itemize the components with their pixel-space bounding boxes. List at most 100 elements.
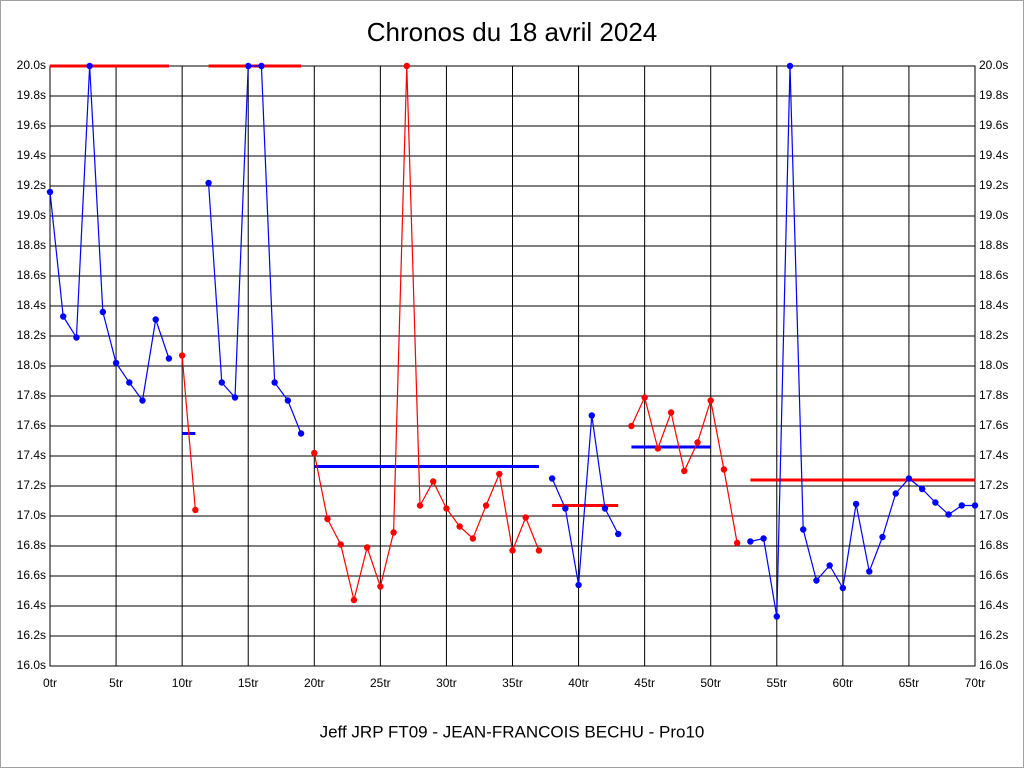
x-tick-label: 10tr	[172, 676, 193, 690]
data-point	[416, 502, 424, 509]
y-tick-label: 16.2s	[17, 628, 46, 642]
y-tick-label: 20.0s	[17, 58, 46, 72]
data-point	[231, 394, 239, 401]
data-point	[403, 62, 410, 70]
y2-tick-label: 20.0s	[979, 58, 1008, 72]
data-point	[99, 308, 107, 316]
y-tick-label: 18.2s	[17, 328, 46, 342]
data-point	[879, 533, 886, 541]
x-tick-label: 50tr	[700, 676, 721, 690]
data-point	[667, 409, 675, 416]
data-point	[522, 514, 529, 521]
data-point	[205, 179, 212, 187]
data-point	[73, 334, 80, 341]
y2-tick-label: 17.8s	[979, 388, 1008, 402]
data-point	[86, 62, 93, 70]
y2-tick-label: 19.4s	[979, 148, 1008, 162]
data-point	[139, 397, 146, 404]
data-point	[535, 547, 543, 554]
y2-tick-label: 19.8s	[979, 88, 1008, 102]
data-point	[390, 529, 397, 536]
data-point	[509, 547, 516, 554]
x-tick-label: 0tr	[43, 676, 57, 690]
data-point	[60, 313, 67, 320]
y-tick-label: 17.8s	[17, 388, 46, 402]
data-point	[377, 583, 384, 590]
data-point	[641, 394, 648, 401]
chart-title: Chronos du 18 avril 2024	[367, 17, 658, 47]
y-tick-label: 16.6s	[17, 568, 46, 582]
x-tick-label: 60tr	[833, 676, 854, 690]
data-point	[945, 511, 952, 518]
data-point	[958, 502, 965, 509]
x-tick-label: 25tr	[370, 676, 391, 690]
data-point	[971, 502, 979, 509]
x-tick-label: 55tr	[766, 676, 787, 690]
data-point	[562, 505, 569, 512]
data-point	[866, 568, 873, 575]
data-point	[786, 62, 794, 70]
x-tick-label: 40tr	[568, 676, 589, 690]
y-tick-label: 19.8s	[17, 88, 46, 102]
series-line	[181, 355, 196, 511]
data-point	[839, 584, 847, 592]
data-point	[178, 352, 186, 359]
y-tick-label: 16.0s	[17, 658, 46, 672]
data-point	[720, 466, 728, 473]
data-point	[337, 541, 344, 548]
data-point	[747, 538, 754, 545]
data-point	[430, 478, 437, 485]
series-line	[313, 65, 540, 601]
data-point	[152, 316, 159, 323]
data-point	[654, 445, 662, 452]
y-tick-label: 18.4s	[17, 298, 46, 312]
series-line	[49, 65, 170, 403]
y-tick-label: 17.4s	[17, 448, 46, 462]
y-tick-label: 19.2s	[17, 178, 46, 192]
data-point	[575, 581, 582, 589]
y-tick-label: 17.0s	[17, 508, 46, 522]
y2-tick-label: 16.6s	[979, 568, 1008, 582]
y-tick-label: 19.6s	[17, 118, 46, 132]
y2-tick-label: 17.0s	[979, 508, 1008, 522]
x-tick-label: 20tr	[304, 676, 325, 690]
y-tick-label: 16.4s	[17, 598, 46, 612]
data-point	[165, 355, 173, 362]
x-tick-label: 45tr	[634, 676, 655, 690]
y-tick-label: 16.8s	[17, 538, 46, 552]
y-tick-label: 17.2s	[17, 478, 46, 492]
y2-tick-label: 19.0s	[979, 208, 1008, 222]
series-line	[207, 65, 302, 434]
y2-tick-label: 17.6s	[979, 418, 1008, 432]
x-tick-label: 65tr	[899, 676, 920, 690]
data-point	[192, 506, 199, 514]
data-point	[773, 613, 780, 620]
data-point	[363, 544, 371, 551]
x-tick-label: 35tr	[502, 676, 523, 690]
y2-tick-label: 17.4s	[979, 448, 1008, 462]
data-point	[469, 535, 477, 542]
data-point	[826, 562, 833, 569]
data-point	[932, 499, 939, 506]
data-point	[905, 475, 913, 482]
data-point	[218, 379, 225, 386]
data-point	[482, 502, 490, 509]
data-point	[707, 397, 714, 404]
data-point	[918, 485, 926, 493]
y2-tick-label: 16.8s	[979, 538, 1008, 552]
y2-tick-label: 18.2s	[979, 328, 1008, 342]
data-point	[601, 505, 609, 512]
y2-tick-label: 19.6s	[979, 118, 1008, 132]
data-point	[112, 359, 120, 367]
data-point	[615, 530, 622, 538]
y2-tick-label: 18.6s	[979, 268, 1008, 282]
data-point	[548, 475, 556, 482]
data-point	[496, 470, 503, 478]
data-point	[852, 500, 860, 508]
y-tick-label: 18.6s	[17, 268, 46, 282]
y-tick-label: 17.6s	[17, 418, 46, 432]
data-point	[628, 422, 635, 430]
data-point	[271, 379, 278, 386]
data-point	[350, 596, 358, 604]
data-point	[46, 188, 54, 196]
